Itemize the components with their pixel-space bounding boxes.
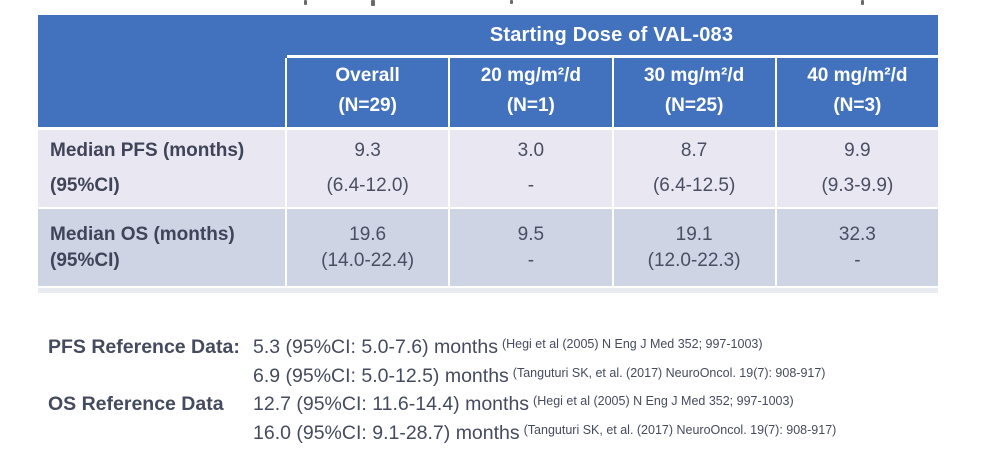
cell-pfs-20mg: 3.0 - xyxy=(450,130,612,207)
column-header-line1: 40 mg/m²/d xyxy=(807,65,908,86)
table-row-median-os: Median OS (months) (95%CI) 19.6 (14.0-22… xyxy=(38,209,938,286)
cell-value: 19.6 xyxy=(349,223,387,245)
reference-value: 16.0 (95%CI: 9.1-28.7) months xyxy=(253,421,520,444)
cell-pfs-overall: 9.3 (6.4-12.0) xyxy=(287,130,449,207)
column-header-line2: (N=25) xyxy=(664,95,724,116)
reference-label: OS Reference Data xyxy=(48,393,224,415)
cropped-text-remnant xyxy=(510,0,513,4)
cell-pfs-40mg: 9.9 (9.3-9.9) xyxy=(776,130,938,207)
column-header-line1: 30 mg/m²/d xyxy=(643,65,745,86)
span-header-title: Starting Dose of VAL-083 xyxy=(489,23,734,46)
table-row-median-pfs: Median PFS (months) (95%CI) 9.3 (6.4-12.… xyxy=(38,130,938,207)
column-header-line1: Overall xyxy=(335,65,400,86)
cell-value: 9.5 xyxy=(517,223,545,245)
cell-ci: - xyxy=(854,249,861,271)
table-header: Starting Dose of VAL-083 Overall (N=29) … xyxy=(38,15,938,127)
cell-ci: - xyxy=(527,175,535,196)
column-header-line2: (N=3) xyxy=(833,95,882,116)
cell-value: 3.0 xyxy=(517,140,545,161)
header-body-divider xyxy=(38,127,938,130)
reference-label: PFS Reference Data: xyxy=(48,336,240,358)
reference-citation: (Tanguturi SK, et al. (2017) NeuroOncol.… xyxy=(512,365,826,380)
reference-value: 6.9 (95%CI: 5.0-12.5) months xyxy=(253,364,509,387)
reference-value: 12.7 (95%CI: 11.6-14.4) months xyxy=(253,393,530,415)
cell-value: 8.7 xyxy=(680,140,708,161)
row-label-line2: (95%CI) xyxy=(50,175,120,196)
underline-line xyxy=(287,55,938,58)
cell-value: 19.1 xyxy=(675,223,713,245)
results-table: Starting Dose of VAL-083 Overall (N=29) … xyxy=(38,15,938,293)
row-label-line1: Median PFS (months) xyxy=(50,140,245,161)
cropped-text-remnant xyxy=(371,0,375,6)
cell-os-overall: 19.6 (14.0-22.4) xyxy=(287,209,449,286)
cell-ci: (6.4-12.0) xyxy=(326,175,409,196)
cell-os-30mg: 19.1 (12.0-22.3) xyxy=(613,209,775,286)
span-header-underline xyxy=(38,55,938,58)
cell-ci: (6.4-12.5) xyxy=(652,175,736,196)
table-bottom-strip xyxy=(38,288,938,293)
cell-ci: (12.0-22.3) xyxy=(647,249,741,271)
cell-ci: (9.3-9.9) xyxy=(821,175,894,196)
cell-os-40mg: 32.3 - xyxy=(776,209,938,286)
reference-row-os-1: OS Reference Data 12.7 (95%CI: 11.6-14.4… xyxy=(48,393,836,422)
header-corner-spacer xyxy=(38,15,285,55)
cell-value: 9.9 xyxy=(844,140,871,161)
row-label-os: Median OS (months) (95%CI) xyxy=(38,209,285,286)
column-header-line2: (N=29) xyxy=(338,95,397,116)
row-label-line1: Median OS (months) xyxy=(50,223,235,245)
reference-value: 5.3 (95%CI: 5.0-7.6) months xyxy=(253,336,498,358)
underline-spacer xyxy=(38,55,287,58)
cell-value: 9.3 xyxy=(354,140,381,161)
reference-data-block: PFS Reference Data: 5.3 (95%CI: 5.0-7.6)… xyxy=(48,336,836,450)
cropped-text-remnant xyxy=(304,0,307,5)
reference-row-os-2: 16.0 (95%CI: 9.1-28.7) months (Tanguturi… xyxy=(48,422,836,451)
cell-ci: - xyxy=(527,249,535,271)
reference-citation: (Hegi et al (2005) N Eng J Med 352; 997-… xyxy=(533,394,794,408)
column-header-30mg: 30 mg/m²/d (N=25) xyxy=(613,58,775,127)
cell-value: 32.3 xyxy=(838,223,876,245)
reference-citation: (Hegi et al (2005) N Eng J Med 352; 997-… xyxy=(501,337,763,351)
column-header-40mg: 40 mg/m²/d (N=3) xyxy=(776,58,938,127)
column-header-row: Overall (N=29) 20 mg/m²/d (N=1) 30 mg/m²… xyxy=(38,58,938,127)
cell-pfs-30mg: 8.7 (6.4-12.5) xyxy=(613,130,775,207)
column-header-overall: Overall (N=29) xyxy=(287,58,449,127)
column-header-20mg: 20 mg/m²/d (N=1) xyxy=(450,58,612,127)
reference-citation: (Tanguturi SK, et al. (2017) NeuroOncol.… xyxy=(523,422,837,437)
reference-row-pfs-1: PFS Reference Data: 5.3 (95%CI: 5.0-7.6)… xyxy=(48,336,836,365)
cell-os-20mg: 9.5 - xyxy=(450,209,612,286)
header-corner-cell xyxy=(38,58,285,127)
reference-row-pfs-2: 6.9 (95%CI: 5.0-12.5) months (Tanguturi … xyxy=(48,365,836,394)
cell-ci: (14.0-22.4) xyxy=(321,249,415,271)
row-label-pfs: Median PFS (months) (95%CI) xyxy=(38,130,285,207)
column-header-line1: 20 mg/m²/d xyxy=(480,65,582,86)
row-label-line2: (95%CI) xyxy=(50,249,120,271)
span-header-row: Starting Dose of VAL-083 xyxy=(38,15,938,55)
column-header-line2: (N=1) xyxy=(506,95,555,116)
cropped-text-remnant xyxy=(861,0,864,5)
